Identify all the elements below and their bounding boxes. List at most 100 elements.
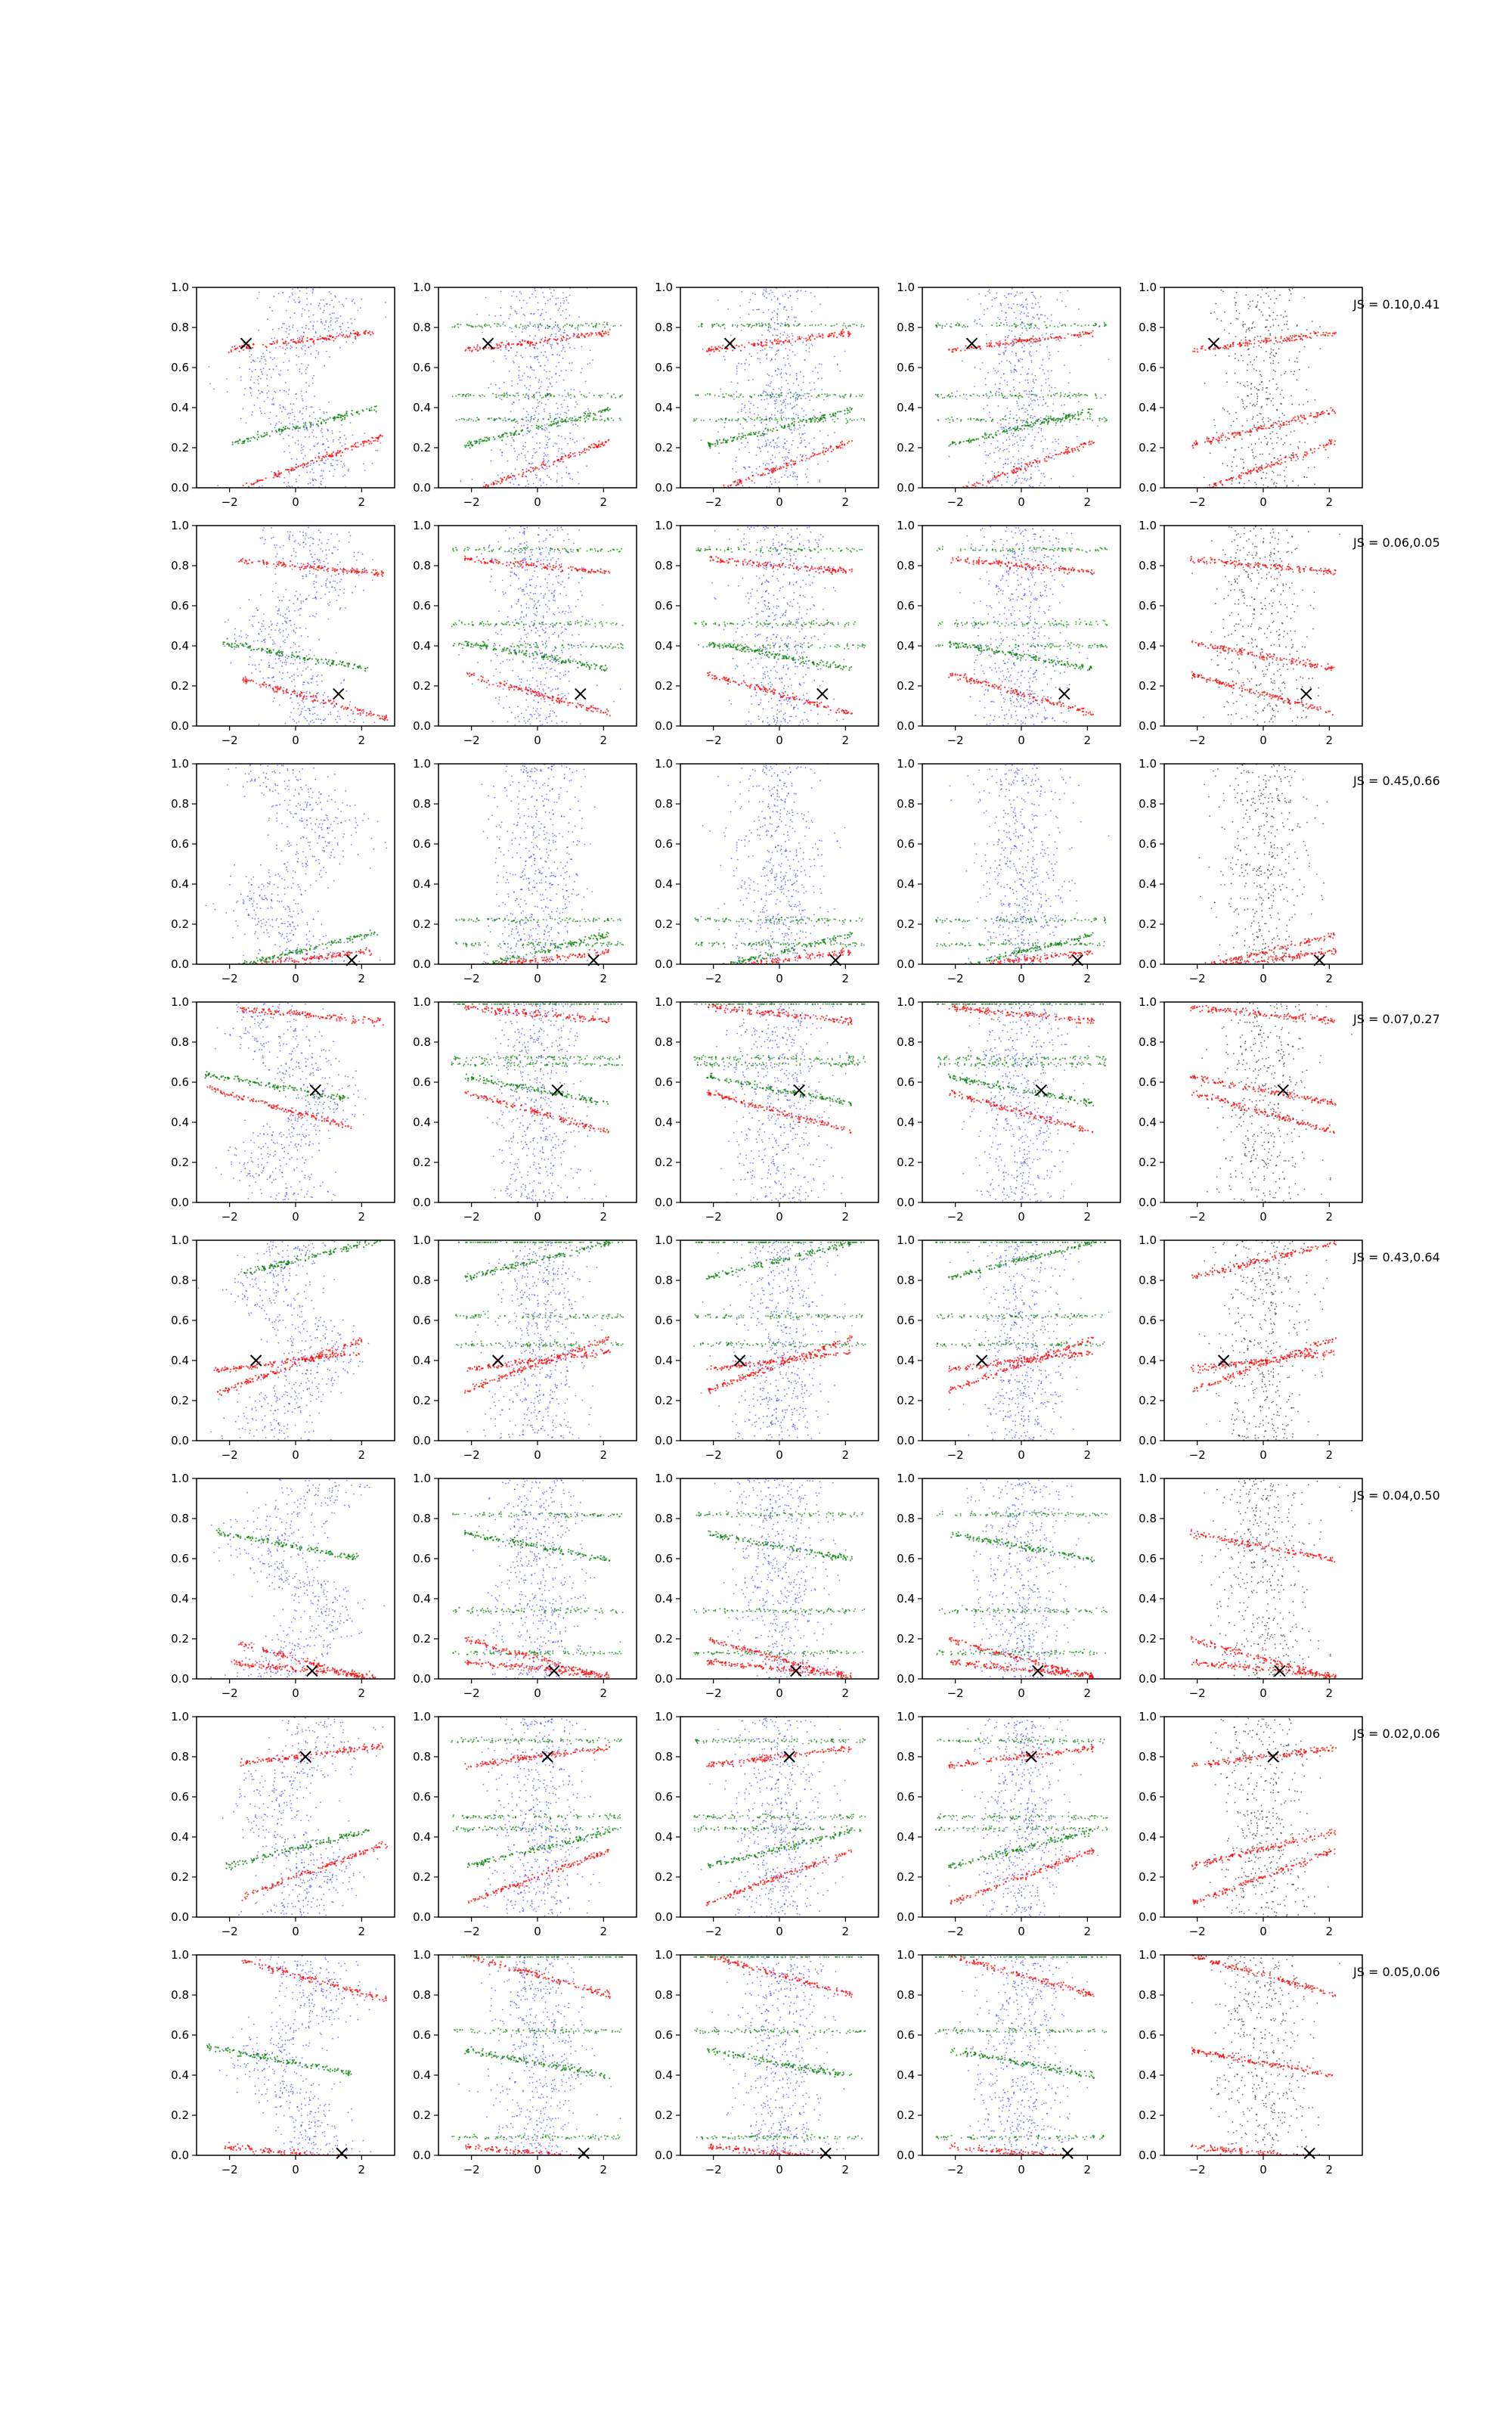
point-background (1009, 361, 1011, 363)
point-background (766, 291, 767, 293)
point-secondary (527, 394, 529, 396)
point-background (261, 391, 262, 392)
point-secondary (793, 420, 795, 423)
point-background (226, 391, 228, 392)
point-background (999, 302, 1002, 304)
point-background (307, 465, 309, 467)
point-background (572, 439, 574, 440)
point-secondary (809, 418, 811, 420)
point-background (575, 424, 577, 426)
point-background (1228, 355, 1230, 357)
point-background (556, 481, 558, 483)
point-model (1051, 337, 1053, 339)
point-model (998, 343, 1000, 345)
point-secondary (336, 416, 339, 418)
point-background (284, 482, 285, 484)
point-secondary (759, 420, 761, 422)
point-model (590, 444, 593, 446)
point-background (559, 414, 562, 415)
point-model (303, 463, 306, 465)
point-secondary (1012, 395, 1014, 397)
point-secondary (358, 413, 361, 415)
point-secondary (1046, 327, 1048, 329)
point-background (727, 308, 730, 310)
point-secondary (944, 325, 947, 327)
point-secondary (325, 419, 327, 421)
point-secondary (737, 417, 739, 420)
point-secondary (580, 393, 582, 396)
point-background (983, 442, 985, 444)
point-secondary (1047, 420, 1049, 423)
point-background (738, 362, 740, 365)
point-background (1274, 290, 1276, 292)
point-background (326, 455, 327, 458)
point-background (999, 353, 1001, 355)
point-background (579, 391, 581, 392)
point-background (283, 438, 284, 439)
point-background (561, 350, 562, 352)
point-background (803, 416, 804, 417)
point-background (586, 323, 588, 324)
point-secondary (826, 393, 829, 396)
point-secondary (464, 446, 466, 448)
point-secondary (758, 395, 760, 397)
point-model (726, 348, 729, 350)
point-background (537, 399, 538, 401)
point-background (1296, 324, 1298, 326)
point-secondary (604, 410, 606, 412)
point-background (788, 362, 790, 365)
point-background (1303, 476, 1306, 478)
point-secondary (601, 394, 603, 396)
point-background (1299, 441, 1300, 443)
point-model (710, 349, 712, 352)
point-background (1037, 431, 1040, 433)
point-background (1269, 433, 1272, 435)
point-background (1012, 456, 1015, 458)
point-secondary (1103, 321, 1105, 324)
point-model (584, 448, 586, 450)
point-background (1008, 451, 1010, 453)
x-tick-label: 2 (1084, 495, 1092, 509)
point-secondary (1061, 417, 1064, 420)
point-background (1015, 480, 1018, 482)
point-background (813, 415, 815, 417)
point-secondary (767, 326, 770, 328)
point-secondary (500, 394, 502, 396)
point-model (331, 454, 333, 456)
point-background (1068, 421, 1070, 424)
point-background (751, 292, 754, 294)
point-secondary (271, 430, 274, 433)
point-background (1000, 377, 1002, 379)
point-secondary (596, 418, 598, 420)
point-model (507, 476, 509, 478)
point-background (287, 482, 290, 483)
point-secondary (466, 393, 468, 396)
point-background (305, 327, 307, 329)
point-secondary (557, 420, 559, 423)
point-background (547, 442, 549, 444)
point-background (538, 413, 540, 414)
point-background (302, 458, 304, 460)
point-model (503, 476, 506, 479)
point-background (499, 449, 501, 451)
point-background (1036, 396, 1037, 397)
point-background (773, 310, 776, 312)
point-background (1007, 303, 1009, 306)
point-secondary (843, 322, 845, 324)
point-background (1245, 329, 1247, 331)
point-background (533, 313, 534, 315)
point-secondary (472, 420, 475, 422)
point-background (1265, 477, 1267, 479)
point-background (785, 293, 786, 296)
point-background (776, 329, 779, 330)
point-secondary (525, 326, 528, 328)
point-background (330, 320, 332, 321)
point-background (281, 432, 283, 434)
point-background (789, 389, 791, 391)
point-secondary (758, 430, 761, 433)
point-model (259, 479, 262, 482)
point-secondary (598, 323, 600, 325)
point-background (545, 483, 547, 486)
point-model (1047, 338, 1049, 340)
point-model (740, 349, 742, 352)
